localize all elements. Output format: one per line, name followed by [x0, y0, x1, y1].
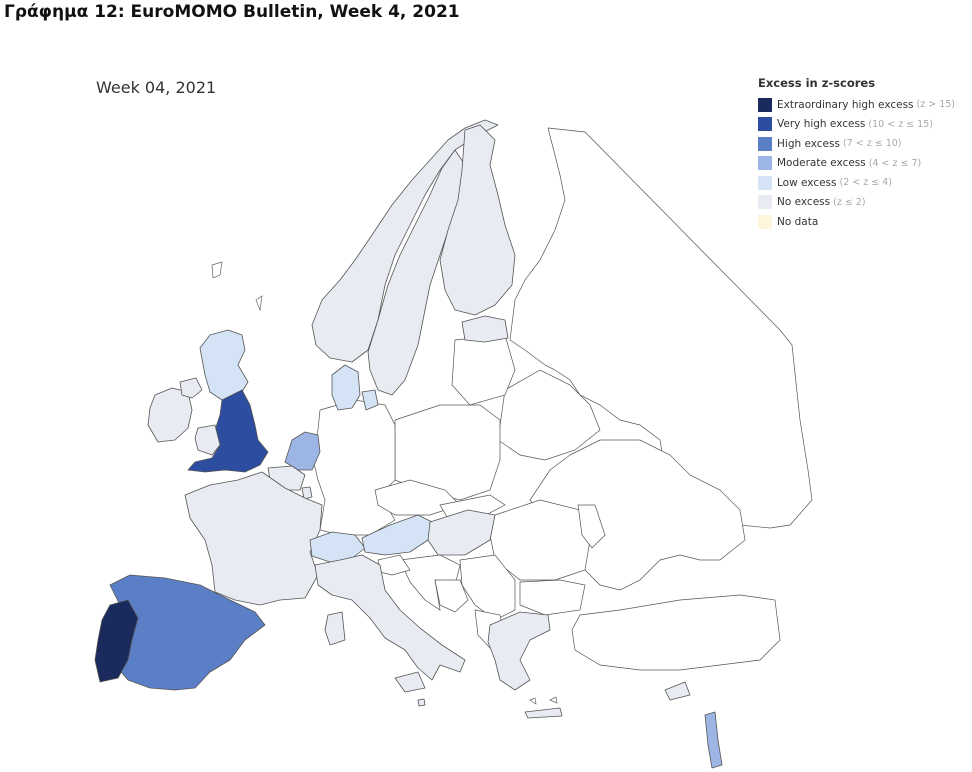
- region-crete: [524, 707, 563, 719]
- legend-label: Low excess: [777, 176, 837, 189]
- region-scotland: [199, 329, 249, 401]
- legend-range: (2 < z ≤ 4): [839, 177, 893, 189]
- legend-label: Extraordinary high excess: [777, 98, 914, 111]
- legend-swatch: [758, 136, 772, 151]
- legend-title: Excess in z-scores: [758, 76, 876, 90]
- region-germany: [311, 399, 396, 536]
- region-netherlands: [284, 431, 321, 471]
- legend-swatch: [758, 214, 772, 229]
- legend-item-high: High excess (7 < z ≤ 10): [758, 134, 955, 154]
- figure-title: Γράφημα 12: EuroMOMO Bulletin, Week 4, 2…: [4, 2, 460, 22]
- region-serbia: [459, 554, 516, 621]
- legend-label: No data: [777, 215, 819, 228]
- region-switzerland: [309, 531, 366, 563]
- legend-swatch: [758, 117, 772, 132]
- region-romania: [489, 499, 591, 581]
- region-bosnia: [434, 579, 469, 613]
- legend: Excess in z-scores Extraordinary high ex…: [758, 76, 955, 232]
- region-denmark: [331, 364, 361, 411]
- region-bulgaria: [519, 579, 586, 616]
- region-luxembourg: [301, 486, 313, 500]
- legend-label: Very high excess: [777, 118, 866, 131]
- legend-label: High excess: [777, 137, 840, 150]
- region-turkey: [571, 594, 781, 671]
- legend-range: (10 < z ≤ 15): [868, 118, 933, 130]
- region-sardinia: [324, 611, 346, 646]
- region-russia: [509, 127, 813, 529]
- coast-islands: [211, 261, 558, 705]
- legend-swatch: [758, 175, 772, 190]
- region-cyprus: [664, 681, 691, 701]
- region-malta: [417, 698, 426, 707]
- region-northern-ireland: [179, 377, 203, 399]
- region-moldova: [577, 504, 606, 549]
- map-week-label: Week 04, 2021: [96, 78, 217, 97]
- region-ireland: [147, 387, 193, 443]
- region-italy: [314, 554, 466, 681]
- legend-swatch: [758, 195, 772, 210]
- legend-range: (7 < z ≤ 10): [842, 138, 902, 150]
- legend-item-no-excess: No excess (z ≤ 2): [758, 193, 955, 213]
- region-baltics: [451, 334, 516, 406]
- legend-label: Moderate excess: [777, 157, 866, 170]
- region-portugal: [94, 599, 139, 683]
- legend-item-low: Low excess (2 < z ≤ 4): [758, 173, 955, 193]
- region-sicily: [394, 671, 426, 693]
- region-belarus: [497, 369, 601, 461]
- legend-swatch: [758, 156, 772, 171]
- region-hungary: [427, 509, 496, 556]
- region-wales: [194, 424, 221, 456]
- legend-item-very-high: Very high excess (10 < z ≤ 15): [758, 115, 955, 135]
- legend-item-extraordinary: Extraordinary high excess (z > 15): [758, 95, 955, 115]
- legend-item-moderate: Moderate excess (4 < z ≤ 7): [758, 154, 955, 174]
- region-finland: [439, 124, 516, 316]
- legend-range: (z ≤ 2): [833, 196, 866, 208]
- legend-label: No excess: [777, 196, 831, 209]
- legend-range: (4 < z ≤ 7): [868, 157, 922, 169]
- legend-swatch: [758, 97, 772, 112]
- region-israel: [704, 711, 723, 769]
- region-denmark-islands: [361, 389, 379, 411]
- region-france: [184, 471, 323, 606]
- region-estonia: [461, 315, 509, 343]
- legend-item-no-data: No data: [758, 212, 955, 232]
- legend-range: (z > 15): [916, 99, 956, 111]
- region-greece: [487, 611, 551, 691]
